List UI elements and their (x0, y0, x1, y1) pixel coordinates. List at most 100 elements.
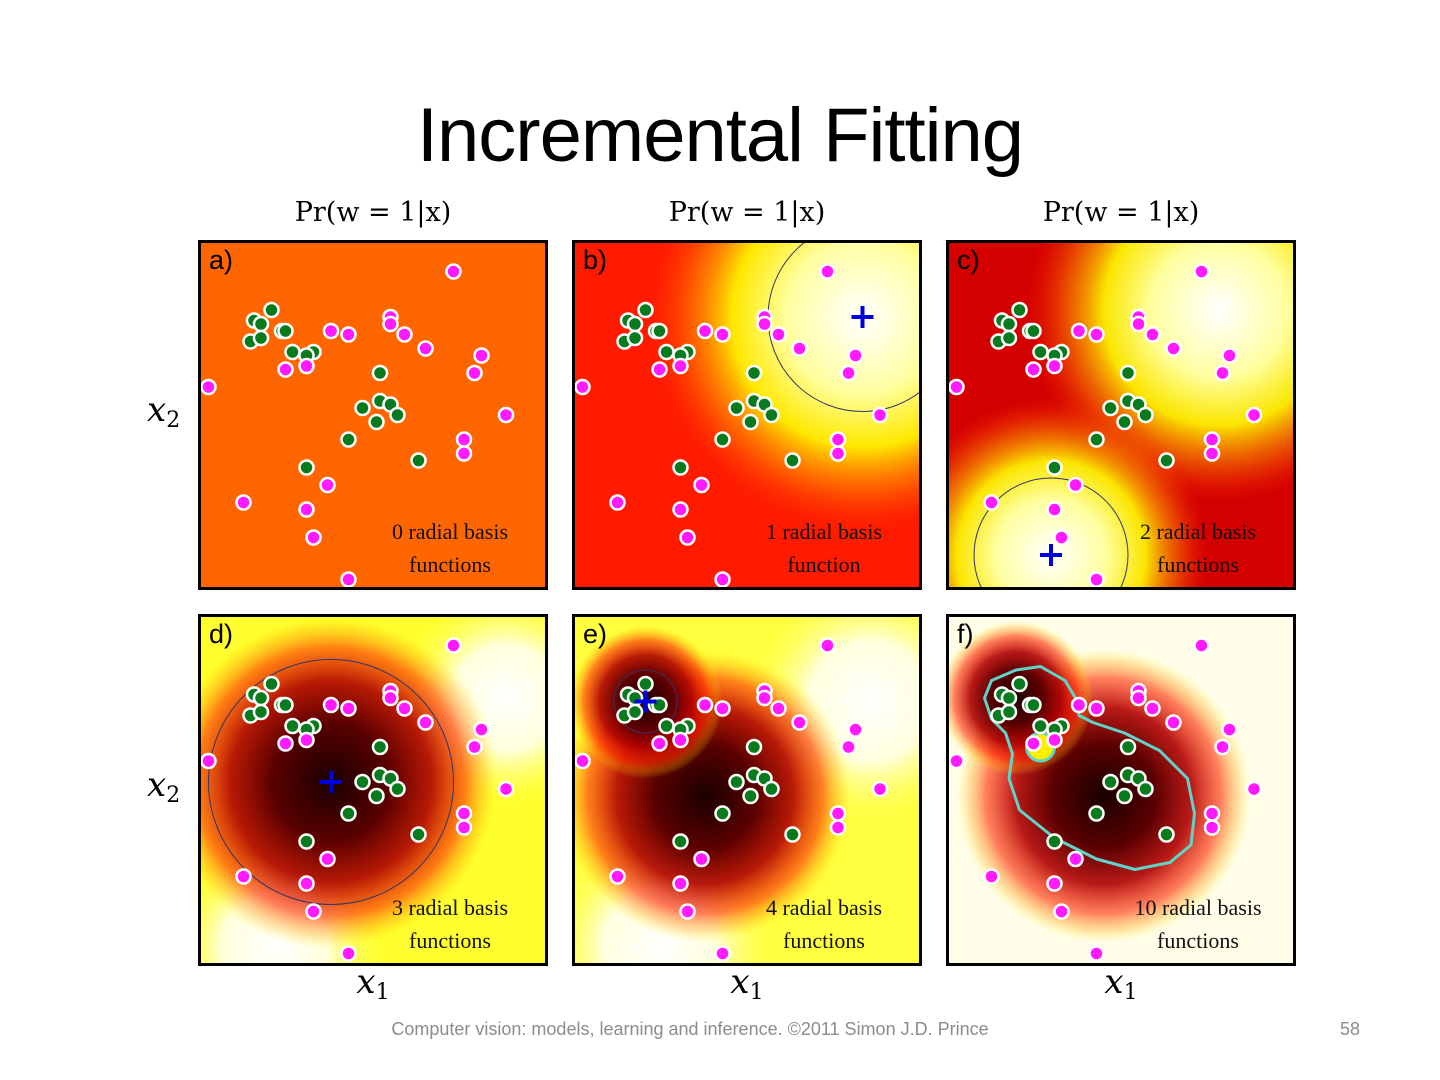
data-point-magenta (1193, 637, 1210, 654)
panel-caption-line: 4 radial basis (765, 895, 883, 920)
data-point-magenta (298, 731, 315, 749)
data-point-green (389, 406, 406, 424)
data-point-green (1025, 696, 1042, 714)
data-point-magenta (1203, 805, 1221, 822)
data-point-magenta (1088, 700, 1105, 717)
data-point-magenta (455, 805, 473, 822)
data-point-green (1088, 431, 1105, 448)
data-point-green (298, 833, 315, 850)
data-point-green (277, 322, 294, 340)
panel-a: a) 0 radial basis functions (198, 240, 548, 590)
data-point-magenta (1214, 738, 1231, 756)
data-point-green (1046, 833, 1063, 850)
panel-caption: 0 radial basis functions (365, 515, 535, 581)
data-point-magenta (1144, 326, 1161, 343)
data-point-magenta (714, 945, 731, 962)
panel-letter: b) (583, 245, 608, 275)
panel-caption-line: 1 radial basis (765, 519, 883, 544)
data-point-magenta (679, 903, 696, 920)
data-point-magenta (696, 696, 714, 714)
axis-label-subscript: 2 (166, 408, 181, 433)
data-point-magenta (445, 637, 462, 654)
data-point-magenta (298, 875, 315, 892)
data-point-magenta (455, 819, 473, 836)
data-point-magenta (1067, 850, 1084, 868)
axis-label-variable: x (730, 962, 750, 1002)
panel-c: c) 2 radial basis functions (946, 240, 1296, 590)
rbf-width-circle (973, 477, 1129, 587)
data-point-green (252, 315, 270, 333)
panel-letter: c) (957, 245, 980, 275)
data-point-green (368, 787, 385, 805)
data-point-magenta (1221, 347, 1238, 364)
panel-letter: f) (957, 619, 974, 649)
data-point-green (672, 459, 689, 476)
rbf-center-cross-icon (1040, 544, 1062, 566)
data-point-magenta (1025, 361, 1042, 378)
data-point-green (252, 329, 270, 347)
data-point-green (1011, 675, 1028, 693)
data-point-green (714, 431, 731, 448)
axis-label-variable: x (1104, 962, 1124, 1002)
data-point-magenta (201, 752, 217, 770)
data-point-magenta (473, 721, 490, 738)
slide-footer: Computer vision: models, learning and in… (391, 1019, 989, 1039)
heatmap-plot (575, 243, 919, 587)
panel-letter: d) (209, 619, 234, 649)
panel-letter: a) (209, 245, 234, 275)
data-point-green (1032, 717, 1049, 735)
data-point-magenta (1193, 263, 1210, 280)
data-point-magenta (1245, 406, 1263, 424)
data-point-green (298, 459, 315, 476)
data-point-green (745, 364, 763, 382)
data-point-magenta (871, 780, 889, 798)
data-point-green (263, 675, 280, 693)
axis-label-variable: x (147, 765, 167, 805)
panel-caption-line: functions (409, 928, 491, 953)
data-point-magenta (609, 868, 626, 885)
data-point-magenta (983, 494, 1000, 511)
rbf-width-circle (613, 669, 678, 734)
data-point-green (1088, 805, 1105, 822)
data-point-magenta (466, 364, 483, 382)
data-point-green (637, 301, 654, 319)
data-point-magenta (319, 850, 336, 868)
panel-b: b) 1 radial basis function (572, 240, 922, 590)
data-point-magenta (417, 714, 434, 731)
data-point-magenta (277, 361, 294, 378)
column-title-3: Pr(w = 1|x) (946, 197, 1296, 228)
panel-caption-line: functions (783, 928, 865, 953)
data-point-magenta (340, 571, 357, 587)
data-point-magenta (756, 315, 773, 333)
column-title-1: Pr(w = 1|x) (198, 197, 548, 228)
data-point-magenta (298, 501, 315, 518)
data-point-magenta (609, 494, 626, 511)
data-point-green (784, 826, 801, 843)
data-point-green (658, 343, 675, 361)
data-point-green (1116, 413, 1133, 431)
data-point-magenta (396, 326, 413, 343)
data-point-green (714, 805, 731, 822)
data-point-magenta (319, 476, 336, 494)
y-axis-label-row2: x2 (147, 765, 180, 808)
panel-caption: 2 radial basis functions (1113, 515, 1283, 581)
data-point-magenta (770, 700, 787, 717)
data-point-green (1046, 459, 1063, 476)
data-point-green (252, 689, 270, 707)
panel-caption-line: 10 radial basis (1134, 895, 1262, 920)
slide-title: Incremental Fitting (416, 93, 1024, 178)
data-point-magenta (1088, 945, 1105, 962)
data-point-magenta (791, 714, 808, 731)
panel-caption-line: 2 radial basis (1139, 519, 1257, 544)
data-point-magenta (473, 347, 490, 364)
data-point-green (651, 322, 668, 340)
data-point-green (368, 413, 385, 431)
data-point-magenta (1088, 571, 1105, 587)
data-point-green (784, 452, 801, 469)
x-axis-label-2: x1 (572, 962, 922, 1005)
data-point-green (410, 826, 427, 843)
data-point-green (252, 703, 270, 721)
data-point-magenta (340, 945, 357, 962)
panel-d: d) 3 radial basis functions (198, 614, 548, 966)
data-point-green (354, 773, 371, 791)
